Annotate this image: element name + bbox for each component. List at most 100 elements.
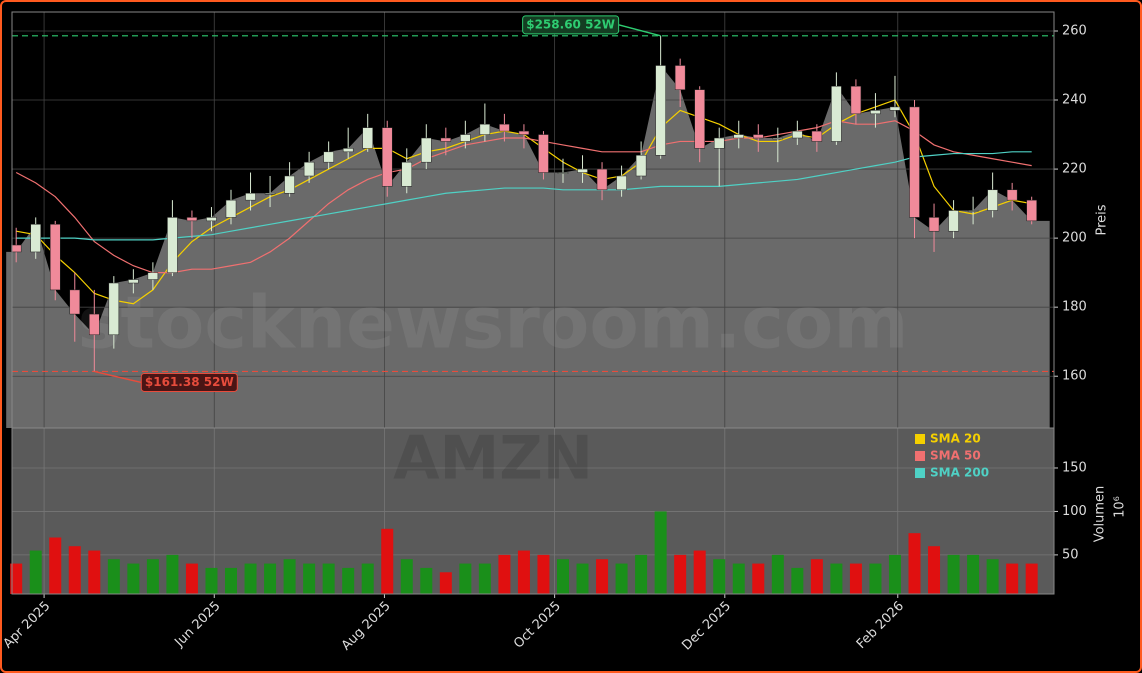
volume-bar xyxy=(29,550,42,594)
annotation-arrow xyxy=(618,24,661,37)
candle-body xyxy=(557,172,569,174)
candle-body xyxy=(753,134,764,139)
volume-bar xyxy=(283,559,296,594)
volume-bar xyxy=(185,563,198,594)
candle-body xyxy=(772,137,784,140)
volume-bar xyxy=(596,559,609,594)
volume-bar xyxy=(615,563,628,594)
volume-bar xyxy=(49,537,62,594)
axis-offset-label: 10⁶ xyxy=(1113,496,1128,518)
volume-bar xyxy=(713,559,726,594)
volume-bar xyxy=(908,533,921,594)
x-tick-label: Dec 2025 xyxy=(679,599,734,654)
candle-body xyxy=(577,168,588,173)
candle-body xyxy=(928,217,940,232)
volume-bar xyxy=(225,567,238,594)
candle-body xyxy=(987,189,998,211)
watermark: AMZN xyxy=(393,424,593,494)
volume-bar xyxy=(322,563,335,594)
volume-bar xyxy=(498,554,511,594)
candle-body xyxy=(811,130,823,142)
candle-body xyxy=(342,148,354,153)
volume-bar xyxy=(576,563,589,594)
y-axis-label: Volumen xyxy=(1093,486,1108,543)
volume-bar xyxy=(869,563,882,594)
candle-body xyxy=(499,123,510,132)
x-tick-label: Apr 2025 xyxy=(2,599,53,652)
candle-body xyxy=(538,134,549,173)
volume-bar xyxy=(517,550,530,594)
volume-bar xyxy=(830,563,843,594)
x-tick-label: Aug 2025 xyxy=(339,599,394,654)
legend-label: SMA 50 xyxy=(930,449,981,463)
volume-bar xyxy=(1006,563,1019,594)
volume-bar xyxy=(810,559,823,594)
candle-body xyxy=(362,127,373,149)
volume-bar xyxy=(68,546,81,594)
annotation-label: $258.60 52W xyxy=(526,17,615,31)
candle-body xyxy=(225,199,237,218)
volume-bar xyxy=(146,559,159,594)
volume-bar xyxy=(244,563,257,594)
volume-bar xyxy=(674,554,687,594)
legend-swatch xyxy=(915,434,925,444)
volume-bar xyxy=(10,563,23,594)
volume-bar xyxy=(264,563,277,594)
candle-body xyxy=(245,192,256,201)
watermark: stocknewsroom.com xyxy=(78,281,909,365)
volume-bar xyxy=(361,563,374,594)
volume-bar xyxy=(752,563,765,594)
y-tick-label: 50 xyxy=(1062,547,1079,562)
volume-bar xyxy=(654,511,667,594)
sma-line xyxy=(16,151,1032,241)
candle-body xyxy=(89,313,100,336)
candle-body xyxy=(401,161,413,187)
y-tick-label: 180 xyxy=(1062,300,1087,315)
candle-body xyxy=(323,151,334,163)
candle-body xyxy=(596,168,608,191)
candle-body xyxy=(479,123,491,135)
volume-bar xyxy=(732,563,745,594)
x-tick-label: Feb 2026 xyxy=(854,599,907,652)
y-tick-label: 150 xyxy=(1062,460,1087,475)
candle-body xyxy=(440,137,452,142)
candle-body xyxy=(147,272,159,280)
volume-bar xyxy=(459,563,472,594)
y-tick-label: 240 xyxy=(1062,93,1087,108)
volume-bar xyxy=(127,563,140,594)
candle-body xyxy=(69,289,81,315)
candle-body xyxy=(733,134,744,139)
candle-body xyxy=(909,106,920,218)
candle-body xyxy=(967,210,979,212)
price-area xyxy=(6,65,1050,428)
y-tick-label: 260 xyxy=(1062,23,1087,38)
candle-body xyxy=(635,155,647,177)
volume-bar xyxy=(928,546,941,594)
volume-bar xyxy=(107,559,120,594)
legend-swatch xyxy=(915,451,925,461)
candle-body xyxy=(1006,189,1018,201)
annotation-box xyxy=(522,15,620,35)
candle-body xyxy=(948,210,959,232)
candle-body xyxy=(1026,199,1037,222)
candle-body xyxy=(713,137,725,149)
candle-body xyxy=(108,282,120,336)
volume-bar xyxy=(1025,563,1038,594)
candle-body xyxy=(655,65,666,156)
volume-bar xyxy=(88,550,101,594)
y-tick-label: 200 xyxy=(1062,231,1087,246)
volume-bar xyxy=(771,554,784,594)
volume-bar xyxy=(478,563,491,594)
y-tick-label: 100 xyxy=(1062,504,1087,519)
volume-bar xyxy=(556,559,569,594)
volume-bar xyxy=(986,559,999,594)
volume-bar xyxy=(947,554,960,594)
candle-body xyxy=(30,224,41,253)
candle-body xyxy=(792,130,803,139)
candle-body xyxy=(206,217,217,222)
candle-body xyxy=(616,175,627,191)
candle-body xyxy=(128,279,139,284)
candle-body xyxy=(381,127,393,187)
